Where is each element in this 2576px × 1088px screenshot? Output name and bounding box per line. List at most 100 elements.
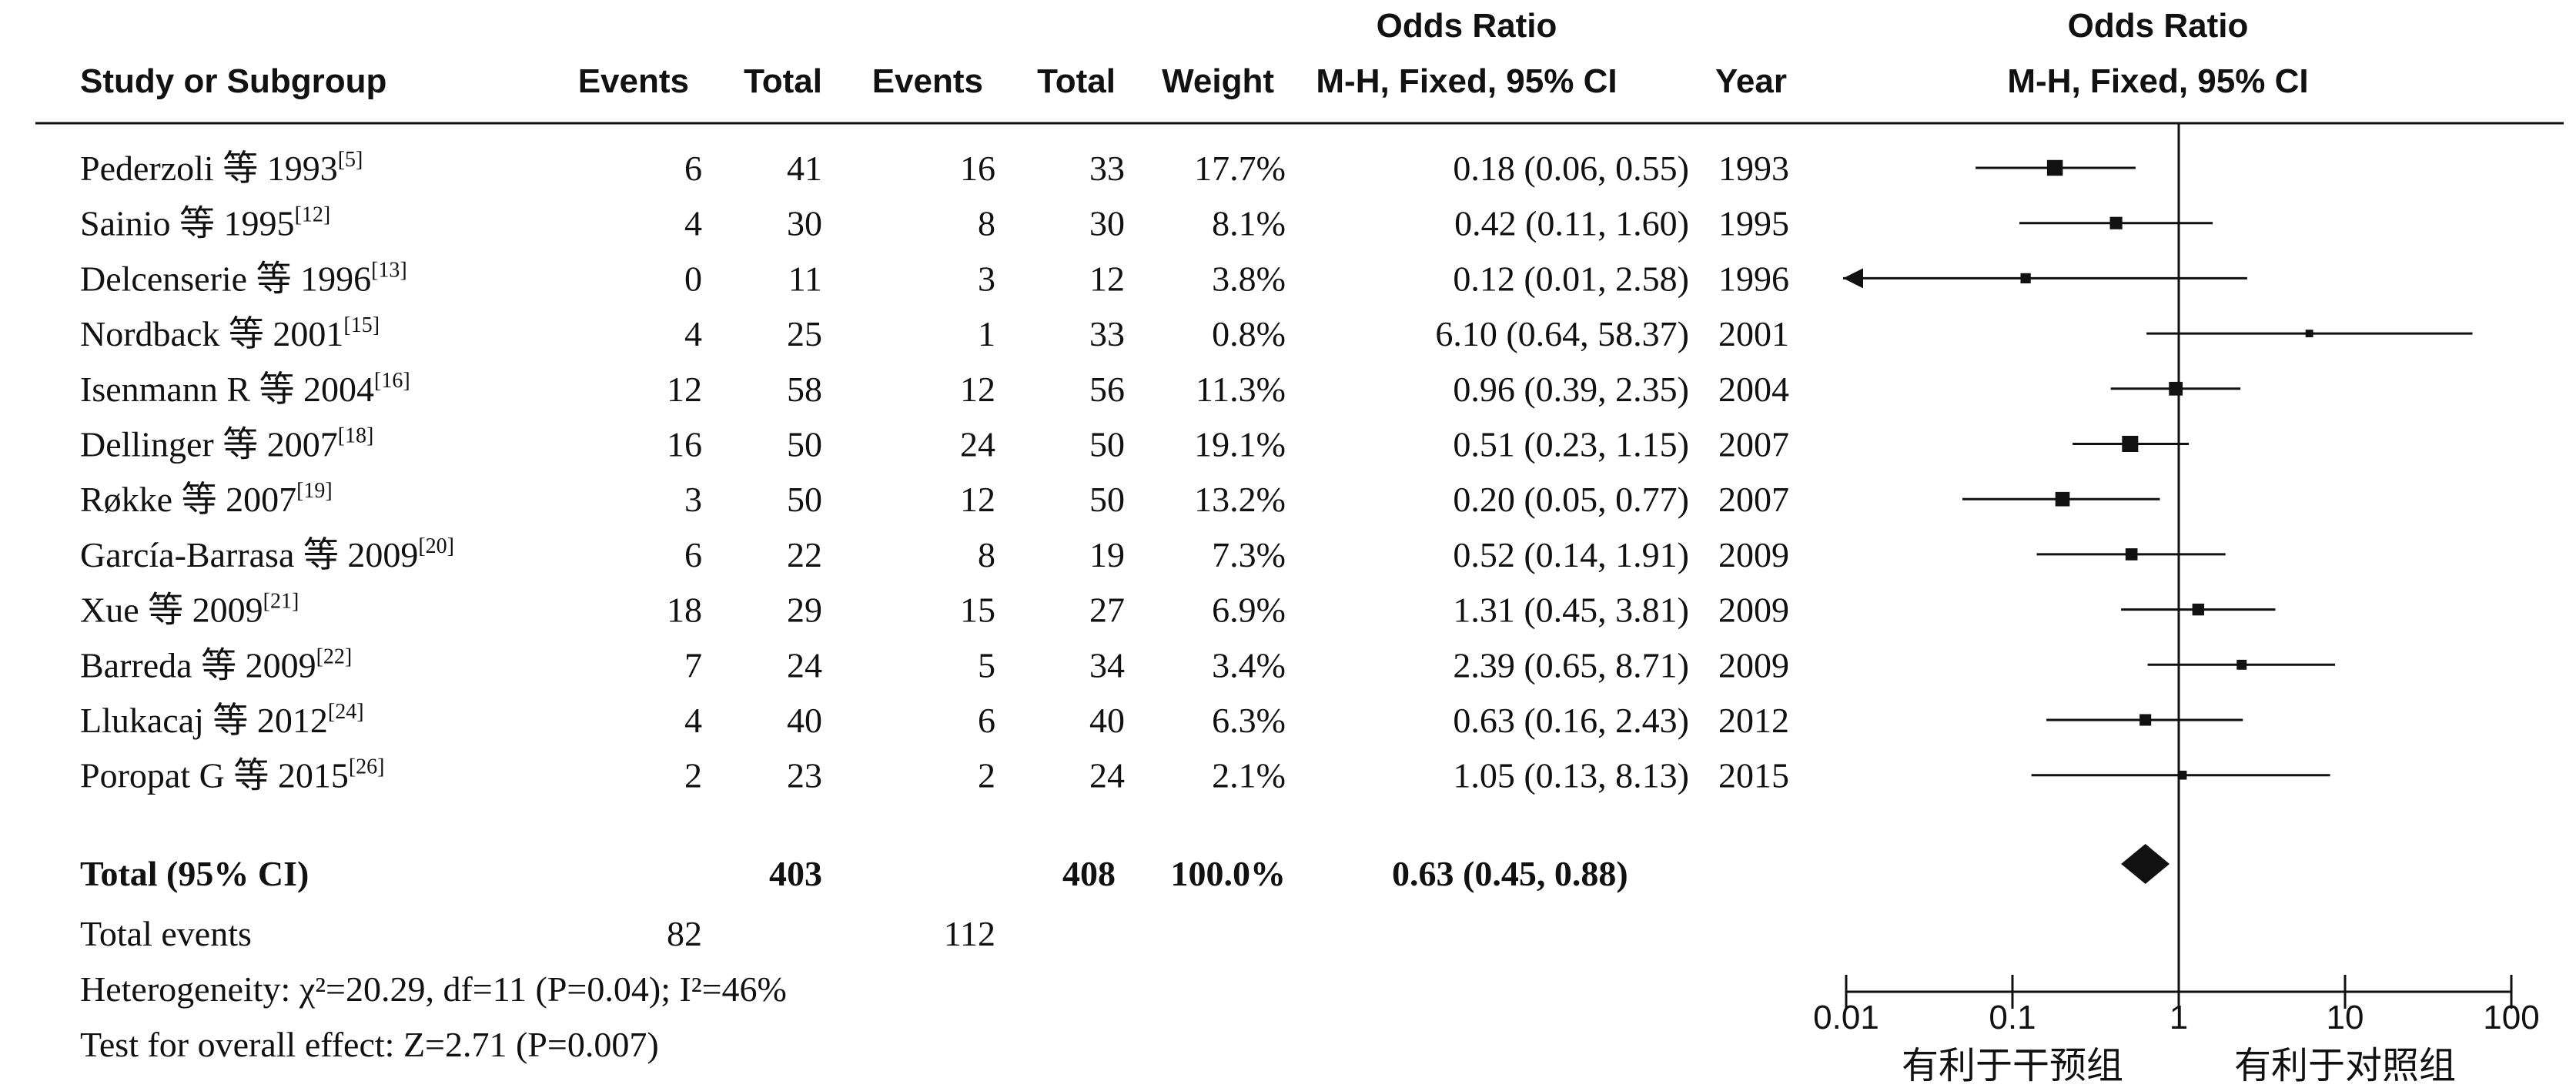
year-value: 1993: [1718, 149, 1789, 188]
total-control: 19: [1089, 535, 1125, 574]
study-rows: Pederzoli 等 1993[5] 6 41 16 33 17.7% 0.18 (0.0…: [80, 148, 1789, 795]
events-control: 6: [978, 701, 995, 740]
or-ci-value: 6.10 (0.64, 58.37): [1435, 314, 1689, 353]
events-control: 1: [978, 314, 995, 353]
study-name: Isenmann R 等 2004[16]: [80, 369, 410, 409]
point-estimate: [2020, 273, 2031, 284]
table-row: Xue 等 2009[21] 18 29 15 27 6.9% 1.31 (0.45, 3.…: [80, 590, 1789, 630]
study-name: Llukacaj 等 2012[24]: [80, 700, 364, 740]
events-control: 3: [978, 259, 995, 298]
table-row: Sainio 等 1995[12] 4 30 8 30 8.1% 0.42 (0.11, 1…: [80, 203, 1789, 243]
events-experimental: 0: [684, 259, 702, 298]
study-label: Isenmann R 等 2004: [80, 370, 374, 409]
total-control: 30: [1089, 204, 1125, 243]
year-value: 2009: [1718, 535, 1789, 574]
weight-value: 13.2%: [1194, 480, 1286, 519]
x-tick-label: 1: [2170, 999, 2188, 1036]
events-control: 12: [960, 480, 995, 519]
total-experimental: 41: [787, 149, 822, 188]
point-estimate: [2236, 659, 2247, 670]
year-value: 2015: [1718, 756, 1789, 795]
x-tick-label: 0.01: [1813, 999, 1879, 1036]
or-ci-value: 2.39 (0.65, 8.71): [1453, 645, 1689, 685]
total-control: 24: [1089, 756, 1125, 795]
or-ci-value: 0.51 (0.23, 1.15): [1453, 425, 1689, 464]
total-experimental: 11: [788, 259, 822, 298]
year-value: 1996: [1718, 259, 1789, 298]
study-label: Xue 等 2009: [80, 591, 263, 630]
events-experimental: 12: [667, 370, 702, 409]
total-experimental: 22: [787, 535, 822, 574]
or-ci-value: 1.31 (0.45, 3.81): [1453, 591, 1689, 630]
x-tick-label: 100: [2483, 999, 2539, 1036]
events-control: 8: [978, 535, 995, 574]
table-row: Poropat G 等 2015[26] 2 23 2 24 2.1% 1.05 (0.13…: [80, 755, 1789, 795]
total-events-control: 112: [944, 914, 995, 953]
events-control: 5: [978, 645, 995, 685]
total-experimental: 40: [787, 701, 822, 740]
weight-value: 17.7%: [1194, 149, 1286, 188]
events-experimental: 3: [684, 480, 702, 519]
year-value: 2001: [1718, 314, 1789, 353]
study-name: García-Barrasa 等 2009[20]: [80, 534, 454, 574]
x-tick-label: 10: [2327, 999, 2364, 1036]
events-experimental: 6: [684, 149, 702, 188]
heterogeneity-stat: Heterogeneity: χ²=20.29, df=11 (P=0.04);…: [80, 969, 787, 1009]
header-or-title: Odds Ratio: [1377, 7, 1557, 45]
total-label: Total (95% CI): [80, 854, 309, 893]
year-value: 2004: [1718, 370, 1789, 409]
study-name: Delcenserie 等 1996[13]: [80, 258, 407, 298]
table-row: Røkke 等 2007[19] 3 50 12 50 13.2% 0.20 (0.05, …: [80, 479, 1789, 519]
study-label: Poropat G 等 2015: [80, 756, 349, 795]
table-row: Dellinger 等 2007[18] 16 50 24 50 19.1% 0.51 (0…: [80, 424, 1789, 464]
year-value: 2009: [1718, 591, 1789, 630]
header-weight: Weight: [1162, 62, 1274, 100]
total-control: 40: [1089, 701, 1125, 740]
or-ci-value: 0.12 (0.01, 2.58): [1453, 259, 1689, 298]
study-name: Røkke 等 2007[19]: [80, 479, 333, 519]
total-experimental: 30: [787, 204, 822, 243]
events-control: 8: [978, 204, 995, 243]
total-weight: 100.0%: [1171, 854, 1286, 893]
total-row: Total (95% CI) 403 408 100.0% 0.63 (0.45…: [80, 854, 1628, 893]
study-ref: [24]: [328, 700, 364, 724]
events-experimental: 4: [684, 701, 702, 740]
events-experimental: 6: [684, 535, 702, 574]
events-control: 16: [960, 149, 995, 188]
weight-value: 3.4%: [1212, 645, 1286, 685]
header-plot-method: M-H, Fixed, 95% CI: [2007, 62, 2308, 100]
ci-arrow-left: [1843, 268, 1863, 289]
header-or-method: M-H, Fixed, 95% CI: [1316, 62, 1617, 100]
header-plot-title: Odds Ratio: [2068, 7, 2249, 45]
total-experimental: 25: [787, 314, 822, 353]
study-label: García-Barrasa 等 2009: [80, 535, 418, 574]
total-control: 50: [1089, 425, 1125, 464]
x-tick-label: 0.1: [1989, 999, 2036, 1036]
events-experimental: 18: [667, 591, 702, 630]
study-label: Dellinger 等 2007: [80, 425, 338, 464]
study-ref: [13]: [371, 258, 407, 282]
header-total-control: Total: [1037, 62, 1116, 100]
year-value: 2009: [1718, 645, 1789, 685]
events-control: 24: [960, 425, 995, 464]
table-row: Llukacaj 等 2012[24] 4 40 6 40 6.3% 0.63 (0.16,…: [80, 700, 1789, 740]
study-name: Barreda 等 2009[22]: [80, 644, 352, 685]
study-name: Sainio 等 1995[12]: [80, 203, 330, 243]
study-name: Dellinger 等 2007[18]: [80, 424, 373, 464]
year-value: 2012: [1718, 701, 1789, 740]
events-experimental: 16: [667, 425, 702, 464]
table-row: Isenmann R 等 2004[16] 12 58 12 56 11.3% 0.96 (…: [80, 369, 1789, 409]
table-row: Delcenserie 等 1996[13] 0 11 3 12 3.8% 0.12 (0.…: [80, 258, 1789, 298]
events-control: 15: [960, 591, 995, 630]
point-estimate: [2122, 436, 2139, 452]
point-estimate: [2125, 548, 2138, 561]
total-control: 50: [1089, 480, 1125, 519]
weight-value: 0.8%: [1212, 314, 1286, 353]
or-ci-value: 0.42 (0.11, 1.60): [1454, 204, 1689, 243]
weight-value: 7.3%: [1212, 535, 1286, 574]
events-experimental: 4: [684, 314, 702, 353]
footer: Total events 82 112 Heterogeneity: χ²=20…: [80, 914, 995, 1064]
year-value: 2007: [1718, 480, 1789, 519]
study-ref: [15]: [343, 313, 380, 337]
